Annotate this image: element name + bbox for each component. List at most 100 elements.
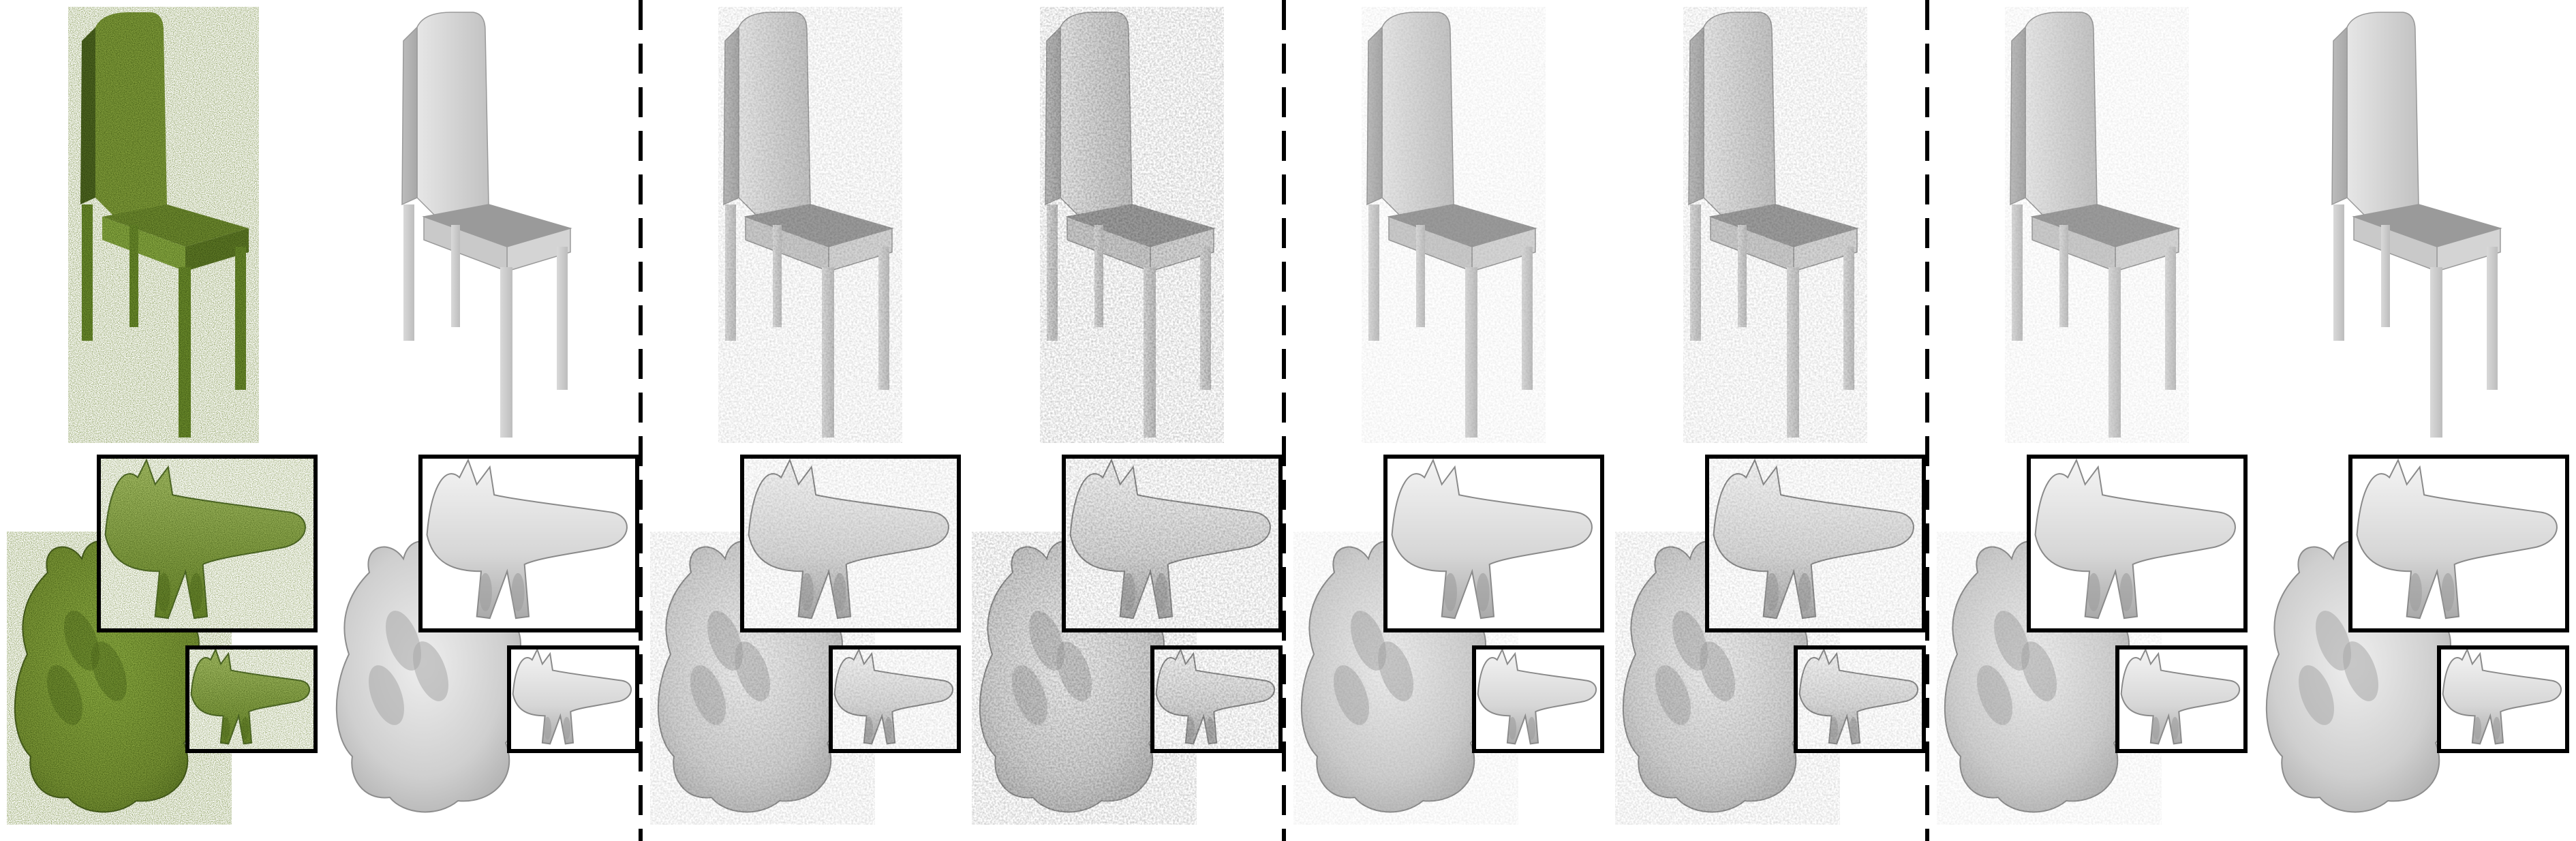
coral-tube-1 <box>2316 611 2351 671</box>
chair-model <box>1683 7 1867 443</box>
coral-tube-1 <box>543 716 552 740</box>
zoom-inset-large-border <box>418 455 639 632</box>
chair-model <box>68 7 259 443</box>
coral-tube-2 <box>2492 716 2501 740</box>
coral-tube-1 <box>1443 572 1457 611</box>
surface-noise <box>1796 647 1924 751</box>
coral-tube-2 <box>562 716 571 740</box>
zoom-inset-small-content <box>1796 647 1924 751</box>
zoom-inset-small-border <box>185 645 318 753</box>
chair-leg-back-left <box>403 204 414 341</box>
surface-noise <box>718 7 902 443</box>
surface-noise <box>1683 7 1867 443</box>
coral-model <box>972 455 1283 825</box>
coral-tube-3 <box>2299 665 2334 725</box>
zoom-inset-large-content <box>426 458 628 620</box>
pointcloud-noise <box>99 457 316 630</box>
coral-tube-2 <box>1527 716 1536 740</box>
surface-noise <box>1362 7 1546 443</box>
panel-method-a <box>650 7 961 825</box>
panel-method-c <box>1293 7 1604 825</box>
zoom-inset-small-border <box>1794 645 1926 753</box>
coral-branch <box>1477 647 1597 745</box>
chair-model <box>1040 7 1224 443</box>
coral-tube-2 <box>2343 641 2378 701</box>
zoom-inset-small-border <box>1472 645 1604 753</box>
coral-branch <box>2120 647 2241 745</box>
zoom-inset-large-content <box>742 457 959 630</box>
zoom-inset-large-border <box>1705 455 1926 632</box>
coral-model <box>1615 455 1926 825</box>
zoom-inset-small-border <box>1150 645 1283 753</box>
zoom-inset-small-content <box>512 647 632 745</box>
coral-model <box>2265 455 2569 813</box>
zoom-inset-small-border <box>829 645 961 753</box>
chair-leg-front-left <box>2430 267 2442 438</box>
zoom-inset-small-content <box>1477 647 1597 745</box>
zoom-inset-large-content <box>2356 458 2558 620</box>
zoom-inset-small-content <box>1152 647 1281 751</box>
chair-leg-back-left <box>2333 204 2344 341</box>
coral-tube-1 <box>2087 572 2100 611</box>
zoom-inset-large-content <box>1391 458 1593 620</box>
chair-model <box>401 12 572 438</box>
zoom-inset-small-border <box>2437 645 2569 753</box>
zoom-inset-small-content <box>187 647 316 751</box>
zoom-inset-small-border <box>2115 645 2248 753</box>
coral-tube-2 <box>2171 716 2179 740</box>
zoom-inset-large-border <box>740 455 961 632</box>
panel-method-e <box>1937 7 2248 825</box>
chair-backrest-side <box>401 26 418 206</box>
zoom-inset-large-border <box>97 455 318 632</box>
surface-noise <box>831 647 959 751</box>
chair-leg-front-left <box>500 267 512 438</box>
panel-method-b <box>972 7 1283 825</box>
surface-noise <box>1152 647 1281 751</box>
chair-model <box>718 7 902 443</box>
coral-tube-2 <box>413 641 448 701</box>
panel-ground-truth <box>335 12 639 813</box>
coral-tube-2 <box>511 572 525 611</box>
coral-tube-2 <box>2119 572 2133 611</box>
coral-model <box>1937 455 2248 825</box>
zoom-inset-large-border <box>1062 455 1283 632</box>
zoom-inset-large-content <box>1707 457 1924 630</box>
zoom-inset-small-content <box>2120 647 2241 745</box>
zoom-inset-large-content <box>1064 457 1281 630</box>
zoom-inset-large-content <box>99 457 316 630</box>
pointcloud-noise <box>68 7 259 443</box>
coral-model <box>1293 455 1604 825</box>
coral-tube-2 <box>2441 572 2455 611</box>
surface-noise <box>1064 457 1281 630</box>
coral-tube-1 <box>2151 716 2160 740</box>
chair-backrest-side <box>2331 26 2348 206</box>
surface-noise <box>1707 457 1924 630</box>
zoom-inset-large-border <box>1383 455 1604 632</box>
zoom-inset-large-border <box>2027 455 2248 632</box>
surface-noise <box>2005 7 2189 443</box>
coral-branch <box>2442 647 2562 745</box>
chair-model <box>1362 7 1546 443</box>
coral-tube-2 <box>1476 572 1490 611</box>
coral-tube-3 <box>369 665 404 725</box>
chair-model <box>2331 12 2502 438</box>
coral-tube-1 <box>386 611 421 671</box>
coral-tube-1 <box>1508 716 1517 740</box>
chair-leg-back-right <box>2381 225 2390 327</box>
coral-model <box>335 455 639 813</box>
surface-noise <box>742 457 959 630</box>
surface-noise <box>1040 7 1224 443</box>
zoom-inset-small-border <box>507 645 639 753</box>
chair-leg-front-right <box>557 247 568 390</box>
chair-leg-front-right <box>2487 247 2498 390</box>
zoom-inset-large-content <box>2034 458 2236 620</box>
panel-method-d <box>1615 7 1926 825</box>
panel-input-pointcloud <box>7 7 318 825</box>
coral-model <box>650 455 961 825</box>
chair-model <box>2005 7 2189 443</box>
zoom-inset-small-content <box>2442 647 2562 745</box>
zoom-inset-small-content <box>831 647 959 751</box>
coral-tube-1 <box>478 572 492 611</box>
